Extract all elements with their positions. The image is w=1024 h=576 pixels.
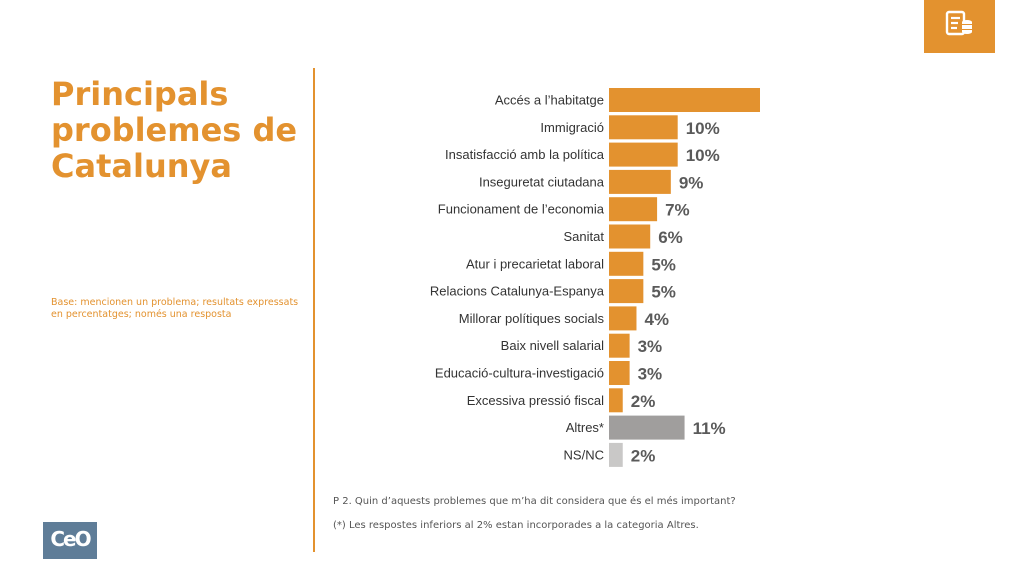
bar bbox=[609, 442, 623, 467]
category-label: Atur i precarietat laboral bbox=[466, 256, 604, 271]
category-label: Inseguretat ciutadana bbox=[479, 174, 605, 189]
category-label: Baix nivell salarial bbox=[501, 338, 604, 353]
value-label: 7% bbox=[665, 201, 690, 220]
bar bbox=[609, 224, 651, 249]
value-label: 2% bbox=[631, 392, 656, 411]
ceo-logo: CeO bbox=[43, 522, 97, 559]
bar bbox=[609, 333, 630, 358]
base-note: Base: mencionen un problema; resultats e… bbox=[51, 297, 299, 320]
page-title: Principals problemes de Catalunya bbox=[51, 76, 306, 184]
corner-badge bbox=[924, 0, 995, 53]
category-label: Sanitat bbox=[564, 229, 605, 244]
value-label: 3% bbox=[638, 337, 663, 356]
value-label: 11% bbox=[693, 419, 726, 438]
value-label: 5% bbox=[651, 255, 676, 274]
value-label: 6% bbox=[658, 228, 683, 247]
divider-line bbox=[313, 68, 315, 552]
title-line-3: Catalunya bbox=[51, 147, 232, 185]
value-label: 10% bbox=[686, 146, 720, 165]
bar bbox=[609, 142, 678, 167]
category-label: Funcionament de l’economia bbox=[438, 202, 605, 217]
title-line-1: Principals bbox=[51, 75, 229, 113]
value-label: 9% bbox=[679, 173, 704, 192]
value-label: 10% bbox=[686, 119, 720, 138]
bar bbox=[609, 361, 630, 385]
category-label: Insatisfacció amb la política bbox=[445, 147, 605, 162]
bar bbox=[609, 415, 685, 440]
category-label: NS/NC bbox=[564, 447, 604, 462]
footnote-text: (*) Les respostes inferiors al 2% estan … bbox=[333, 520, 699, 531]
category-label: Accés a l’habitatge bbox=[495, 93, 604, 108]
category-label: Excessiva pressió fiscal bbox=[467, 393, 604, 408]
logo-text: CeO bbox=[50, 527, 91, 551]
value-label: 5% bbox=[651, 283, 676, 302]
bar bbox=[609, 88, 760, 112]
category-label: Relacions Catalunya-Espanya bbox=[430, 284, 605, 299]
bar bbox=[609, 306, 637, 331]
category-label: Millorar polítiques socials bbox=[459, 311, 605, 326]
bar bbox=[609, 115, 678, 140]
bar bbox=[609, 251, 644, 276]
title-line-2: problemes de bbox=[51, 111, 298, 149]
bar bbox=[609, 388, 623, 413]
value-label: 3% bbox=[638, 365, 663, 384]
bar bbox=[609, 279, 644, 304]
bar bbox=[609, 169, 671, 194]
document-coins-icon bbox=[945, 10, 972, 36]
bar-chart: Accés a l’habitatge23%Immigració10%Insat… bbox=[430, 88, 760, 467]
value-label: 2% bbox=[631, 446, 656, 465]
category-label: Educació-cultura-investigació bbox=[435, 366, 604, 381]
category-label: Immigració bbox=[540, 120, 604, 135]
category-label: Altres* bbox=[566, 420, 604, 435]
bar bbox=[609, 197, 658, 222]
value-label: 4% bbox=[644, 310, 669, 329]
question-text: P 2. Quin d’aquests problemes que m’ha d… bbox=[333, 496, 736, 507]
